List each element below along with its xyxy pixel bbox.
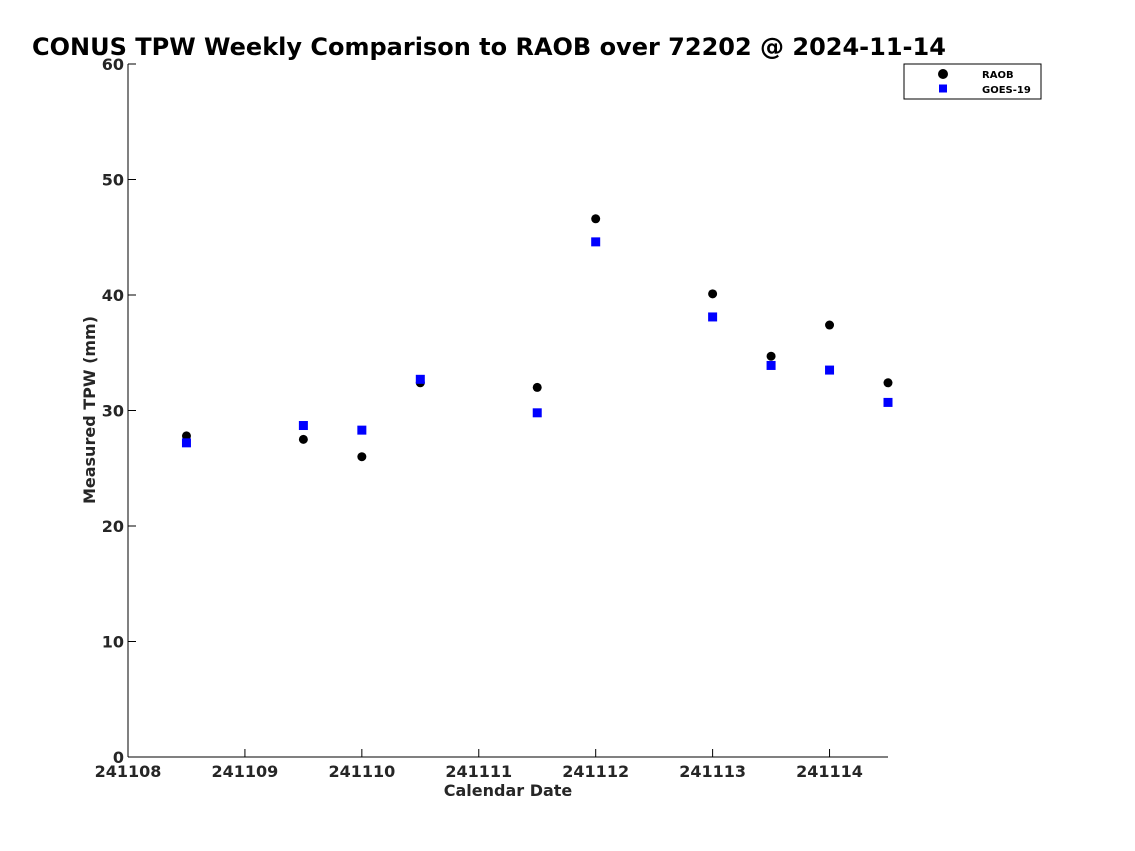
y-tick-label: 40 xyxy=(102,286,124,305)
data-point-raob xyxy=(298,434,308,444)
legend-label-goes: GOES-19 xyxy=(982,85,1031,96)
y-tick-label: 20 xyxy=(102,517,124,536)
data-point-goes-19 xyxy=(591,237,601,247)
data-point-goes-19 xyxy=(415,374,425,384)
legend-box xyxy=(903,63,1042,100)
data-point-goes-19 xyxy=(825,365,835,375)
data-point-goes-19 xyxy=(298,421,308,431)
data-point-raob xyxy=(766,351,776,361)
data-point-goes-19 xyxy=(532,408,542,418)
legend: RAOB GOES-19 xyxy=(903,63,1042,100)
x-tick-label: 241113 xyxy=(679,762,746,781)
x-tick-label: 241108 xyxy=(95,762,162,781)
data-point-goes-19 xyxy=(708,312,718,322)
legend-label-raob: RAOB xyxy=(982,70,1014,81)
data-point-raob xyxy=(825,320,835,330)
legend-marker-raob xyxy=(938,69,948,79)
x-tick-label: 241112 xyxy=(562,762,629,781)
data-point-raob xyxy=(532,382,542,392)
y-tick-label: 50 xyxy=(102,171,124,190)
data-point-raob xyxy=(883,378,893,388)
data-point-goes-19 xyxy=(766,360,776,370)
x-tick-label: 241110 xyxy=(328,762,395,781)
y-axis-ticks: 0 10 20 30 40 50 60 xyxy=(102,55,136,767)
data-point-goes-19 xyxy=(181,438,191,448)
x-tick-label: 241111 xyxy=(445,762,512,781)
x-axis-ticks: 241108 241109 241110 241111 241112 241113 2411… xyxy=(95,749,863,781)
data-point-raob xyxy=(357,452,367,462)
data-point-raob xyxy=(181,431,191,441)
y-tick-label: 60 xyxy=(102,55,124,74)
y-axis-label: Measured TPW (mm) xyxy=(80,316,99,504)
y-tick-label: 0 xyxy=(113,748,124,767)
data-point-raob xyxy=(708,289,718,299)
x-tick-label: 241114 xyxy=(796,762,863,781)
y-tick-label: 30 xyxy=(102,402,124,421)
y-tick-label: 10 xyxy=(102,633,124,652)
x-axis-label: Calendar Date xyxy=(444,781,573,800)
data-point-goes-19 xyxy=(357,425,367,435)
legend-marker-goes xyxy=(939,84,947,93)
data-points xyxy=(181,214,893,462)
data-point-goes-19 xyxy=(883,397,893,407)
data-point-raob xyxy=(591,214,601,224)
chart-title: CONUS TPW Weekly Comparison to RAOB over… xyxy=(32,33,946,61)
x-tick-label: 241109 xyxy=(212,762,279,781)
